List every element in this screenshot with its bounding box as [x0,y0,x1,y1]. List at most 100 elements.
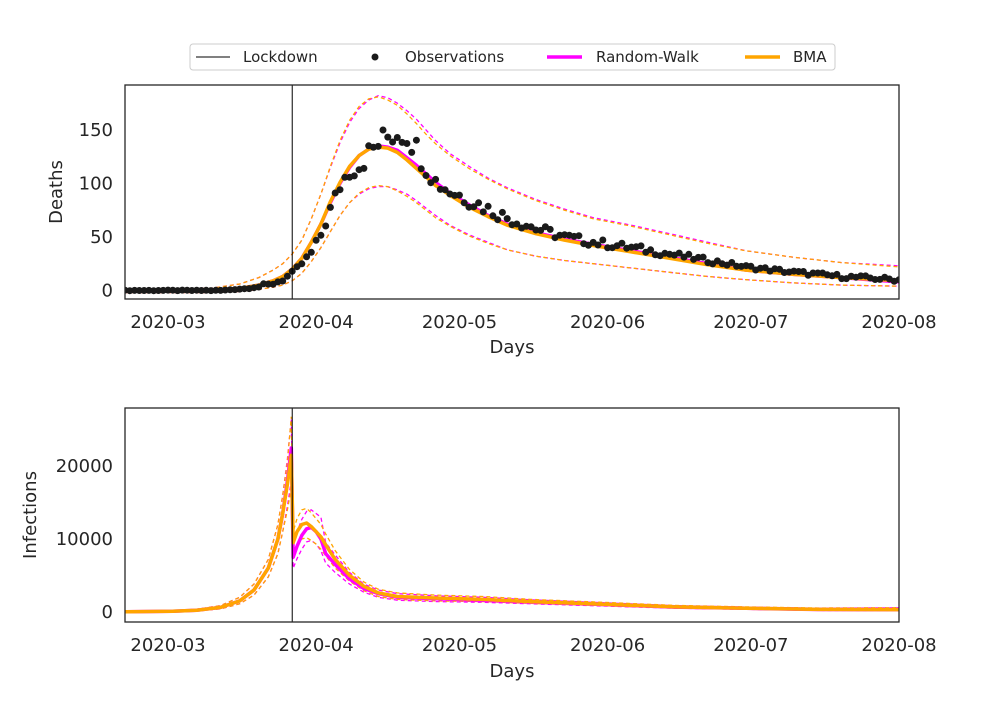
infections-x-tick-label: 2020-08 [861,635,936,656]
infections-x-tick-label: 2020-07 [713,635,788,656]
observation-point [393,134,401,141]
observation-point [470,203,478,211]
observation-point [747,262,755,270]
observation-point [441,186,449,194]
infections-y-tick-label: 0 [102,602,113,623]
infections-x-tick-label: 2020-06 [570,635,645,656]
observation-point [312,236,320,244]
observation-point [537,226,545,234]
observation-point [494,216,502,224]
infections-y-tick-label: 10000 [56,529,113,550]
observation-point [799,268,807,275]
observation-point [341,173,349,181]
infections-axes-frame [124,407,900,623]
observation-point [498,208,506,216]
deaths-y-tick-label: 50 [90,227,113,248]
deaths-x-tick-label: 2020-07 [713,312,788,333]
observation-point [135,287,143,294]
observation-point [857,272,865,280]
observation-point [618,239,626,247]
observation-point [685,250,693,258]
deaths-x-tick-label: 2020-04 [279,312,354,333]
observation-point [513,220,521,228]
deaths-plot-area [125,85,899,299]
deaths-x-tick-label: 2020-06 [570,312,645,333]
infections-panel: 0 10000 20000 2020-03 2020-04 2020-05 2020-06… [20,407,937,682]
observation-point [675,249,683,257]
observation-point [307,248,315,256]
observation-point [809,269,817,277]
infections-bma-median-line [125,453,899,614]
deaths-axes-frame [124,84,900,300]
observation-point [455,191,463,199]
observation-point [575,232,583,240]
infections-x-axis-label: Days [490,661,535,682]
legend-swatch-observations [371,53,379,61]
infections-y-tick-label: 20000 [56,456,113,477]
observation-point [417,165,425,173]
deaths-x-ticks: 2020-03 2020-04 2020-05 2020-06 2020-07 2020-… [130,312,936,333]
observation-point [814,269,822,277]
deaths-random-walk-lower-bound [125,185,899,294]
observation-point [317,231,325,239]
deaths-panel: 0 50 100 150 2020-03 2020-04 2020-05 2020-06 20… [46,84,937,358]
observation-point [322,222,330,230]
observation-point [374,142,382,150]
observation-point [475,199,483,207]
observation-point [283,272,291,280]
observation-point [350,172,358,180]
observation-point [336,186,344,194]
deaths-random-walk-upper-bound [125,95,899,291]
legend: Lockdown Observations Random-Walk BMA [189,43,836,71]
observation-point [379,126,387,134]
observation-point [728,259,736,266]
infections-x-tick-label: 2020-04 [279,635,354,656]
observation-point [303,253,311,261]
observation-point [699,253,707,261]
observation-point [422,172,430,179]
observation-point [432,175,440,183]
observation-point [895,276,899,284]
observation-point [403,140,411,147]
deaths-bma-upper-bound [125,96,899,291]
observation-point [360,164,368,172]
observation-point [389,138,397,146]
infections-plot-area [125,408,899,622]
observation-point [637,242,645,250]
infections-x-tick-label: 2020-05 [422,635,497,656]
legend-label-lockdown: Lockdown [243,48,318,66]
deaths-x-tick-label: 2020-05 [422,312,497,333]
infections-random-walk-upper-bound [125,418,899,612]
deaths-observations [125,126,899,295]
infections-y-ticks: 0 10000 20000 [56,456,113,623]
observation-point [599,236,607,244]
observation-point [546,225,554,233]
infections-x-tick-label: 2020-03 [130,635,205,656]
observation-point [412,136,420,144]
deaths-y-tick-label: 100 [79,173,113,194]
infections-random-walk-lower-bound [125,480,899,614]
deaths-x-tick-label: 2020-03 [130,312,205,333]
legend-label-observations: Observations [405,48,504,66]
observation-point [408,148,416,156]
observation-point [326,203,334,211]
observation-point [489,212,497,220]
deaths-y-axis-label: Deaths [46,160,67,224]
observation-point [460,199,468,207]
observation-point [479,208,487,216]
legend-frame [189,43,836,71]
deaths-y-tick-label: 150 [79,120,113,141]
deaths-y-tick-label: 0 [102,280,113,301]
deaths-x-axis-label: Days [490,337,535,358]
infections-bma-upper-bound [125,416,899,612]
observation-point [503,215,511,223]
infections-bma-lower-bound [125,487,899,614]
observation-point [298,260,306,268]
infections-x-ticks: 2020-03 2020-04 2020-05 2020-06 2020-07 2020-… [130,635,936,656]
observation-point [647,246,655,254]
observation-point [833,270,841,278]
legend-label-bma: BMA [793,48,827,66]
deaths-bma-lower-bound [125,184,899,294]
